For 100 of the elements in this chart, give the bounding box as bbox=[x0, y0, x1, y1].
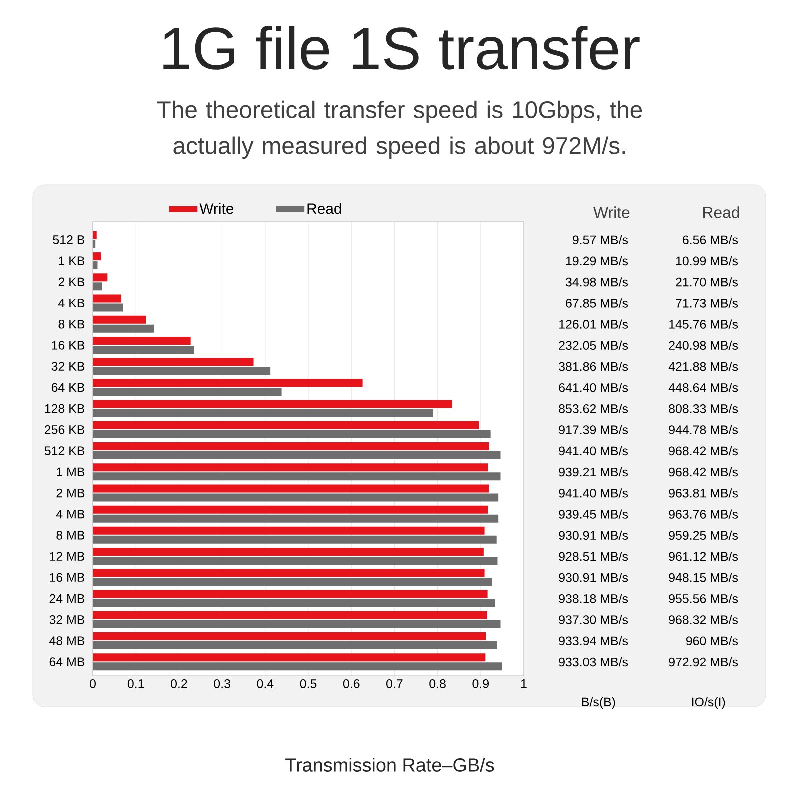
text: 930.91 MB/s bbox=[559, 573, 628, 582]
text: 948.15 MB/s bbox=[669, 573, 738, 582]
y-tick-label: 1 MB bbox=[57, 468, 85, 476]
y-tick-label: 512 B bbox=[53, 236, 85, 244]
text: 232.05 MB/s bbox=[559, 340, 628, 350]
bar bbox=[93, 590, 488, 598]
text: 808.33 MB/s bbox=[669, 404, 738, 414]
y-tick-label: 64 MB bbox=[50, 658, 85, 666]
bar bbox=[93, 421, 480, 430]
text: Write bbox=[594, 206, 630, 218]
bar bbox=[93, 324, 154, 333]
bar bbox=[93, 611, 488, 620]
bar bbox=[93, 494, 499, 502]
text: 381.86 MB/s bbox=[559, 362, 628, 372]
bar bbox=[93, 662, 502, 671]
text: Read bbox=[704, 206, 740, 218]
x-tick-label: 0.1 bbox=[128, 680, 144, 688]
y-tick-label: 64 KB bbox=[52, 383, 85, 392]
bar bbox=[93, 506, 488, 514]
text: B/s(B) bbox=[582, 697, 616, 710]
bar bbox=[93, 262, 98, 270]
text: 961.12 MB/s bbox=[669, 552, 738, 562]
text: 928.51 MB/s bbox=[559, 552, 628, 562]
bar bbox=[93, 548, 484, 556]
bar bbox=[93, 336, 191, 345]
y-tick-label: 512 KB bbox=[44, 446, 85, 456]
bar bbox=[93, 641, 498, 650]
legend-label: Read bbox=[308, 203, 342, 214]
x-tick-label: 1 bbox=[522, 680, 527, 688]
x-tick-label: 0.2 bbox=[171, 680, 188, 688]
x-tick-label: 0.6 bbox=[343, 680, 360, 688]
bar bbox=[93, 472, 501, 481]
bar bbox=[93, 274, 108, 282]
text: 145.76 MB/s bbox=[670, 320, 738, 329]
text: 421.88 MB/s bbox=[668, 362, 738, 372]
text: 941.40 MB/s bbox=[559, 446, 628, 456]
x-tick-label: 0.7 bbox=[386, 680, 403, 688]
text: 968.32 MB/s bbox=[669, 615, 738, 624]
bar bbox=[93, 526, 485, 535]
text: 938.18 MB/s bbox=[559, 594, 628, 604]
text: 6.56 MB/s bbox=[683, 235, 738, 245]
y-tick-label: 4 MB bbox=[56, 510, 85, 519]
bar bbox=[93, 442, 490, 450]
y-tick-label: 2 MB bbox=[56, 488, 85, 498]
bar bbox=[93, 346, 194, 354]
bar bbox=[93, 294, 122, 303]
y-tick-label: 12 MB bbox=[50, 552, 85, 561]
bar bbox=[93, 464, 488, 472]
text: 641.40 MB/s bbox=[559, 383, 628, 392]
bar bbox=[93, 358, 254, 366]
text: 19.29 MB/s bbox=[566, 256, 628, 266]
bar bbox=[93, 536, 497, 544]
y-tick-label: 48 MB bbox=[50, 636, 85, 646]
y-tick-label: 128 KB bbox=[45, 404, 85, 414]
text: 939.45 MB/s bbox=[559, 510, 628, 519]
text: 126.01 MB/s bbox=[560, 320, 628, 329]
text: 959.25 MB/s bbox=[669, 530, 738, 540]
y-tick-label: 8 MB bbox=[56, 531, 85, 540]
y-tick-label: 24 MB bbox=[50, 594, 85, 604]
text: IO/s(I) bbox=[692, 697, 726, 710]
text: 939.21 MB/s bbox=[559, 468, 628, 477]
y-tick-label: 4 KB bbox=[58, 298, 85, 308]
text: 955.56 MB/s bbox=[669, 594, 738, 604]
bar bbox=[93, 409, 434, 418]
bar bbox=[93, 388, 282, 396]
text: 963.76 MB/s bbox=[669, 510, 738, 519]
bar bbox=[93, 316, 146, 324]
y-tick-label: 256 KB bbox=[45, 425, 85, 434]
bar bbox=[93, 231, 97, 240]
text: 34.98 MB/s bbox=[566, 278, 628, 287]
x-tick-label: 0.8 bbox=[430, 680, 446, 688]
y-tick-label: 16 MB bbox=[50, 573, 85, 582]
text: 853.62 MB/s bbox=[559, 404, 628, 414]
bar bbox=[93, 367, 271, 376]
x-axis-title: Transmission Rate–GB/s bbox=[286, 758, 494, 772]
x-tick-label: 0.3 bbox=[214, 680, 230, 688]
y-tick-label: 32 MB bbox=[50, 615, 85, 624]
bar bbox=[93, 654, 486, 662]
legend-label: Write bbox=[200, 203, 234, 214]
chart-subtitle: The theoretical transfer speed is 10Gbps, the actually measured speed is about 972M/s. bbox=[157, 100, 642, 160]
bar bbox=[93, 569, 485, 578]
text: 963.81 MB/s bbox=[669, 488, 738, 498]
x-tick-label: 0.5 bbox=[300, 680, 317, 688]
text: 968.42 MB/s bbox=[669, 446, 738, 456]
bar bbox=[93, 514, 499, 523]
y-tick-label: 16 KB bbox=[52, 341, 85, 350]
text: 937.30 MB/s bbox=[559, 615, 628, 624]
y-tick-label: 8 KB bbox=[58, 320, 85, 329]
text: 10.99 MB/s bbox=[676, 256, 738, 266]
y-tick-label: 2 KB bbox=[58, 278, 85, 286]
text: 941.40 MB/s bbox=[559, 488, 628, 498]
bar bbox=[93, 599, 496, 608]
text: 968.42 MB/s bbox=[669, 468, 738, 477]
text: 930.91 MB/s bbox=[559, 530, 628, 540]
bar bbox=[93, 379, 363, 388]
text: 972.92 MB/s bbox=[669, 657, 738, 667]
bar bbox=[93, 557, 498, 566]
bar bbox=[93, 252, 102, 261]
bar bbox=[93, 620, 501, 628]
bar bbox=[93, 452, 501, 460]
